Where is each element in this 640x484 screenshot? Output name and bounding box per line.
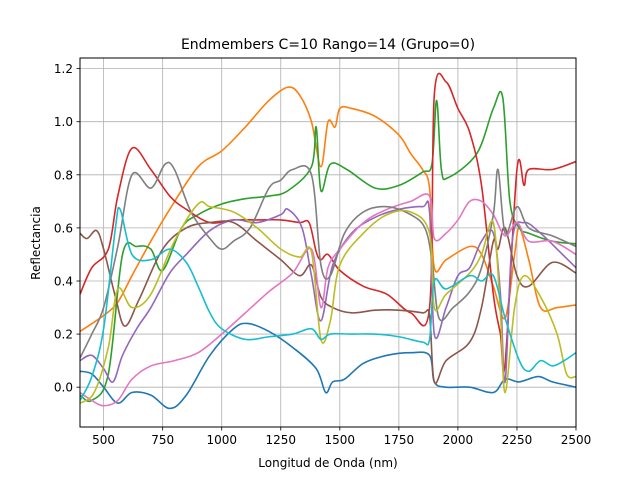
series-line-10: [80, 206, 576, 401]
y-tick-label: 1.0: [54, 115, 73, 129]
x-tick-label: 1250: [265, 433, 296, 447]
y-tick-label: 0.4: [54, 274, 73, 288]
x-axis-ticks: 500 750 1000 1250 1500 1750 2000 2250 2500: [92, 427, 591, 447]
x-tick-label: 2250: [502, 433, 533, 447]
x-tick-label: 1500: [325, 433, 356, 447]
chart-title: Endmembers C=10 Rango=14 (Grupo=0): [181, 37, 475, 53]
x-tick-label: 1000: [206, 433, 237, 447]
x-tick-label: 750: [151, 433, 174, 447]
series-line-8: [80, 161, 576, 359]
y-tick-label: 1.2: [54, 62, 73, 76]
series-line-1: [80, 322, 576, 410]
y-axis-label: Reflectancia: [29, 206, 43, 280]
y-axis-ticks: 0.0 0.2 0.4 0.6 0.8 1.0 1.2: [54, 62, 80, 395]
series-line-9: [80, 201, 576, 404]
x-tick-label: 2500: [561, 433, 592, 447]
x-tick-label: 1750: [384, 433, 415, 447]
y-tick-label: 0.0: [54, 381, 73, 395]
grid: [80, 58, 577, 427]
x-tick-label: 500: [92, 433, 115, 447]
y-tick-label: 0.2: [54, 328, 73, 342]
y-tick-label: 0.8: [54, 168, 73, 182]
x-axis-label: Longitud de Onda (nm): [258, 456, 397, 470]
series-group: [80, 72, 576, 410]
series-line-3: [80, 90, 576, 403]
plot-frame: [79, 57, 577, 428]
y-tick-label: 0.6: [54, 221, 73, 235]
x-tick-label: 2000: [443, 433, 474, 447]
